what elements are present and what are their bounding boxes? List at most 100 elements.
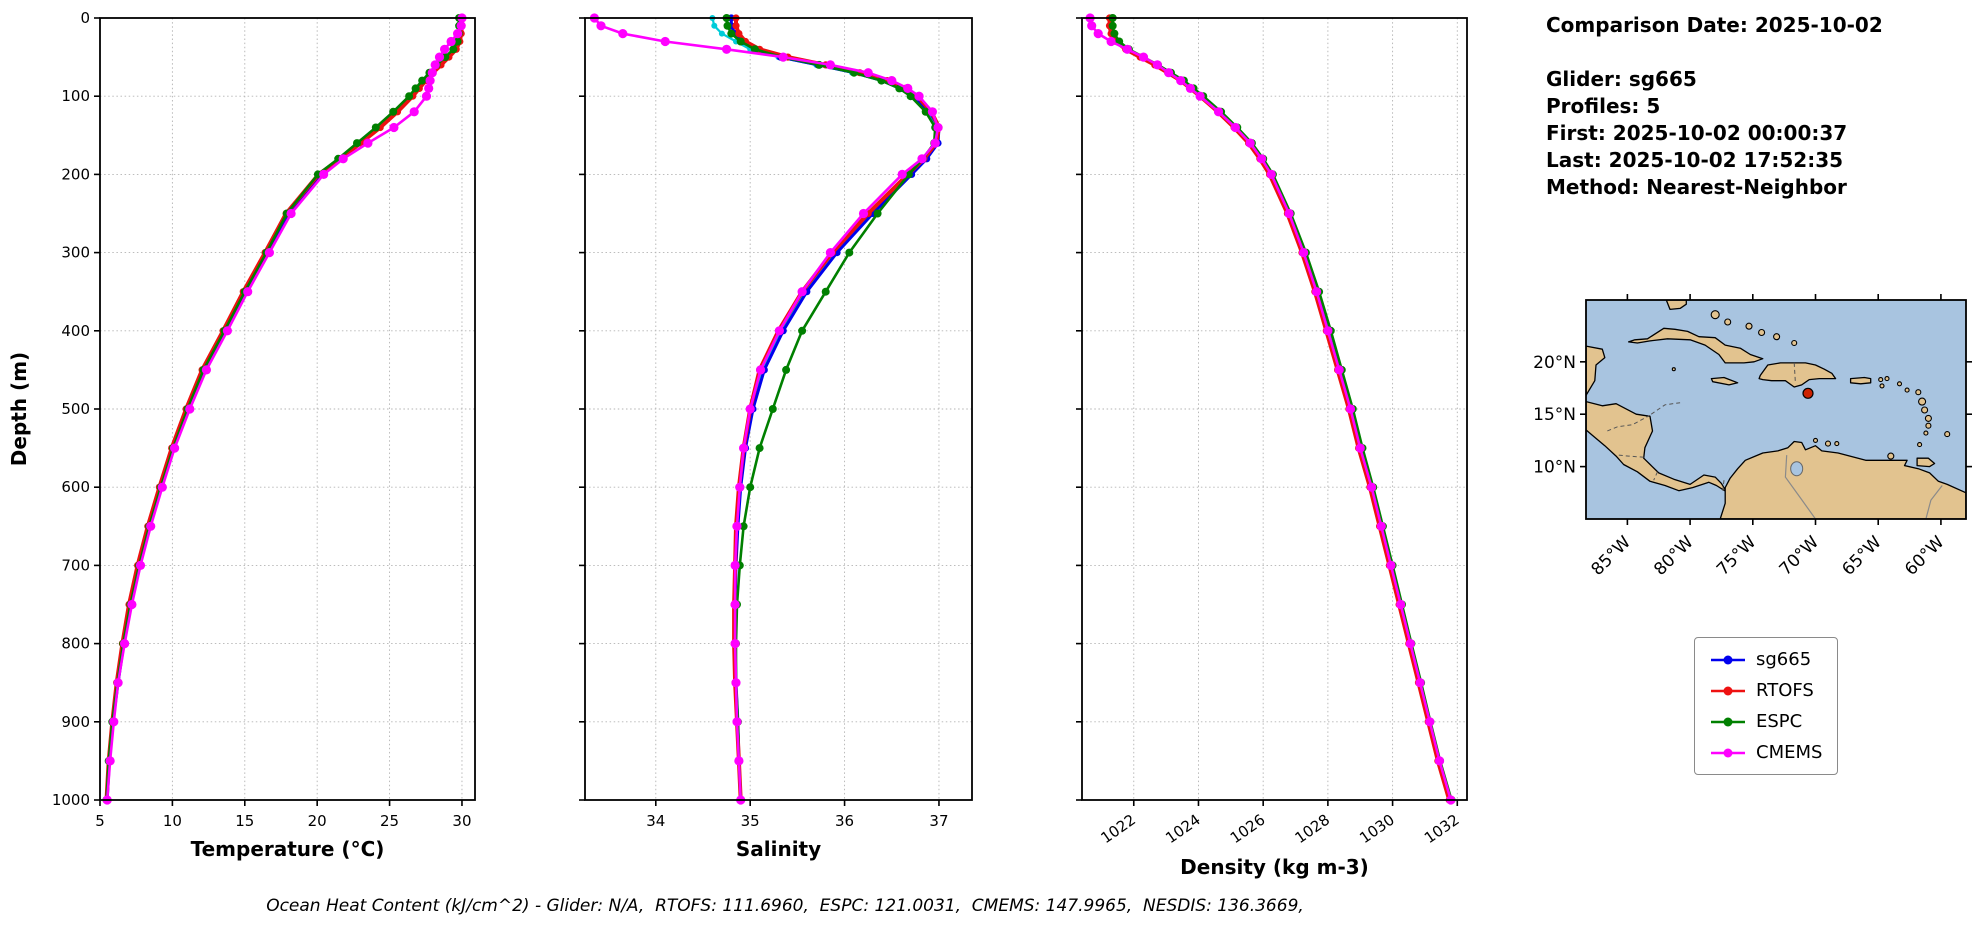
svg-text:1022: 1022 xyxy=(1097,811,1139,848)
svg-text:1024: 1024 xyxy=(1162,811,1204,848)
svg-text:700: 700 xyxy=(61,556,90,574)
svg-text:80°W: 80°W xyxy=(1650,532,1697,579)
svg-text:1032: 1032 xyxy=(1421,811,1463,848)
profile-count: Profiles: 5 xyxy=(1546,94,1661,118)
map-landmass xyxy=(1665,300,1687,311)
svg-text:70°W: 70°W xyxy=(1776,532,1823,579)
svg-text:Density (kg m-3): Density (kg m-3) xyxy=(1180,855,1369,879)
map-island xyxy=(1921,406,1929,414)
legend-marker-cmems xyxy=(1711,748,1745,757)
legend-marker-rtofs xyxy=(1711,686,1745,695)
svg-text:65°W: 65°W xyxy=(1838,532,1885,579)
map-landmass xyxy=(1710,376,1739,386)
map-border-dashed xyxy=(1722,480,1725,491)
map-landmass xyxy=(1586,400,1728,493)
map-island xyxy=(1917,442,1923,448)
map-island xyxy=(1887,452,1895,460)
legend-label: ESPC xyxy=(1756,711,1803,732)
map-island xyxy=(1724,318,1732,326)
svg-text:0: 0 xyxy=(80,9,90,27)
map-landmass xyxy=(1719,440,1966,519)
map-island xyxy=(1879,383,1885,389)
svg-text:1028: 1028 xyxy=(1292,811,1334,848)
map-island xyxy=(1944,431,1951,438)
legend-entry: ESPC xyxy=(1710,711,1822,732)
legend-label: RTOFS xyxy=(1756,680,1814,701)
svg-text:30: 30 xyxy=(452,812,471,830)
legend-marker-sg665 xyxy=(1711,655,1745,664)
svg-text:60°W: 60°W xyxy=(1901,532,1948,579)
legend-entry: CMEMS xyxy=(1710,742,1822,763)
svg-text:34: 34 xyxy=(646,812,665,830)
map-border-dashed xyxy=(1618,454,1644,458)
svg-text:300: 300 xyxy=(61,244,90,262)
svg-text:1030: 1030 xyxy=(1356,811,1398,848)
map-island xyxy=(1773,333,1781,341)
map-island xyxy=(1878,377,1884,383)
map-island xyxy=(1915,389,1922,396)
last-profile-time: Last: 2025-10-02 17:52:35 xyxy=(1546,148,1844,172)
map-island xyxy=(1923,430,1929,436)
svg-text:35: 35 xyxy=(741,812,760,830)
salinity-chart: 34 35 36 37 Salinity xyxy=(579,13,973,861)
svg-text:10: 10 xyxy=(163,812,182,830)
map-island xyxy=(1834,441,1840,447)
map-island xyxy=(1758,328,1766,337)
svg-text:600: 600 xyxy=(61,478,90,496)
svg-text:Temperature (°C): Temperature (°C) xyxy=(191,837,385,861)
ohc-caption: Ocean Heat Content (kJ/cm^2) - Glider: N… xyxy=(266,896,1304,916)
svg-text:400: 400 xyxy=(61,322,90,340)
glider-location-marker xyxy=(1802,387,1814,399)
first-profile-time: First: 2025-10-02 00:00:37 xyxy=(1546,121,1848,145)
svg-text:85°W: 85°W xyxy=(1588,532,1635,579)
temperature-chart: 5 10 15 20 25 3001002003004005006007008009001… xyxy=(7,9,476,861)
map-island xyxy=(1710,310,1720,320)
svg-text:20°N: 20°N xyxy=(1533,353,1576,373)
svg-text:1026: 1026 xyxy=(1227,811,1269,848)
map-landmass xyxy=(1627,327,1764,364)
svg-text:20: 20 xyxy=(308,812,327,830)
svg-text:500: 500 xyxy=(61,400,90,418)
glider-name: Glider: sg665 xyxy=(1546,67,1697,91)
map-island xyxy=(1896,381,1903,387)
legend-entry: sg665 xyxy=(1710,649,1822,670)
map-island xyxy=(1884,376,1890,382)
map-border xyxy=(1925,485,1943,519)
svg-text:Salinity: Salinity xyxy=(736,837,821,861)
map-landmass xyxy=(1586,345,1606,397)
svg-text:100: 100 xyxy=(61,87,90,105)
map-island xyxy=(1812,437,1819,443)
map-island xyxy=(1745,322,1753,330)
svg-text:15°N: 15°N xyxy=(1533,405,1576,425)
map-island xyxy=(1791,339,1798,347)
map-island xyxy=(1824,440,1832,447)
map-lake xyxy=(1790,461,1804,477)
map-island xyxy=(1925,422,1932,429)
svg-text:200: 200 xyxy=(61,165,90,183)
method: Method: Nearest-Neighbor xyxy=(1546,175,1847,199)
density-chart: 1022 1024 1026 1028 1030 1032 Density (kg m-3) xyxy=(1076,13,1468,879)
svg-text:900: 900 xyxy=(61,713,90,731)
series-profile-line xyxy=(105,16,462,802)
legend-label: CMEMS xyxy=(1756,742,1823,763)
svg-text:36: 36 xyxy=(835,812,854,830)
legend: sg665 RTOFS ESPC CMEMS xyxy=(1694,637,1839,775)
svg-text:10°N: 10°N xyxy=(1533,458,1576,478)
legend-entry: RTOFS xyxy=(1710,680,1822,701)
info-panel: Comparison Date: 2025-10-02 Glider: sg66… xyxy=(1546,12,1883,201)
svg-text:1000: 1000 xyxy=(52,791,90,809)
legend-label: sg665 xyxy=(1756,649,1812,670)
map-border-dashed xyxy=(1793,362,1796,383)
map-island xyxy=(1904,387,1910,393)
map-landmass xyxy=(1916,457,1936,468)
series-sg665-line xyxy=(1109,16,1453,802)
series-ESPC-line xyxy=(105,16,461,802)
svg-text:Depth (m): Depth (m) xyxy=(7,352,31,466)
map-border-dashed xyxy=(1604,414,1651,433)
map-island xyxy=(1671,367,1676,372)
svg-text:5: 5 xyxy=(95,812,105,830)
svg-text:25: 25 xyxy=(380,812,399,830)
map-island xyxy=(1924,414,1932,422)
map-inset: 85°W 80°W 75°W 70°W 65°W 60°W 20°N 15°N 10°N xyxy=(1533,294,1972,580)
